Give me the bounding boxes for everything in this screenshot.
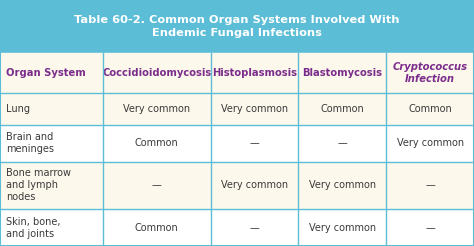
- Text: —: —: [152, 180, 162, 190]
- Text: Very common: Very common: [397, 138, 464, 148]
- Text: Very common: Very common: [309, 180, 376, 190]
- Text: —: —: [250, 138, 259, 148]
- Text: —: —: [337, 138, 347, 148]
- Text: Very common: Very common: [221, 104, 288, 114]
- Text: Common: Common: [408, 104, 452, 114]
- Bar: [0, 53, 474, 93]
- Text: Very common: Very common: [221, 180, 288, 190]
- Text: Very common: Very common: [123, 104, 190, 114]
- Text: —: —: [425, 223, 435, 233]
- Bar: [0, 209, 474, 246]
- Text: Bone marrow
and lymph
nodes: Bone marrow and lymph nodes: [6, 169, 71, 202]
- Bar: [0, 0, 474, 53]
- Text: Organ System: Organ System: [6, 68, 85, 78]
- Text: Blastomycosis: Blastomycosis: [302, 68, 383, 78]
- Text: Cryptococcus
Infection: Cryptococcus Infection: [392, 62, 468, 84]
- Text: Very common: Very common: [309, 223, 376, 233]
- Bar: [0, 125, 474, 162]
- Text: Skin, bone,
and joints: Skin, bone, and joints: [6, 217, 60, 239]
- Text: Common: Common: [135, 138, 179, 148]
- Text: —: —: [425, 180, 435, 190]
- Text: Common: Common: [320, 104, 364, 114]
- Bar: [0, 162, 474, 209]
- Text: Common: Common: [135, 223, 179, 233]
- Text: Histoplasmosis: Histoplasmosis: [212, 68, 297, 78]
- Text: —: —: [250, 223, 259, 233]
- Text: Coccidioidomycosis: Coccidioidomycosis: [102, 68, 211, 78]
- Text: Lung: Lung: [6, 104, 30, 114]
- Bar: [0, 93, 474, 125]
- Text: Table 60-2. Common Organ Systems Involved With
Endemic Fungal Infections: Table 60-2. Common Organ Systems Involve…: [74, 15, 400, 38]
- Text: Brain and
meninges: Brain and meninges: [6, 132, 54, 154]
